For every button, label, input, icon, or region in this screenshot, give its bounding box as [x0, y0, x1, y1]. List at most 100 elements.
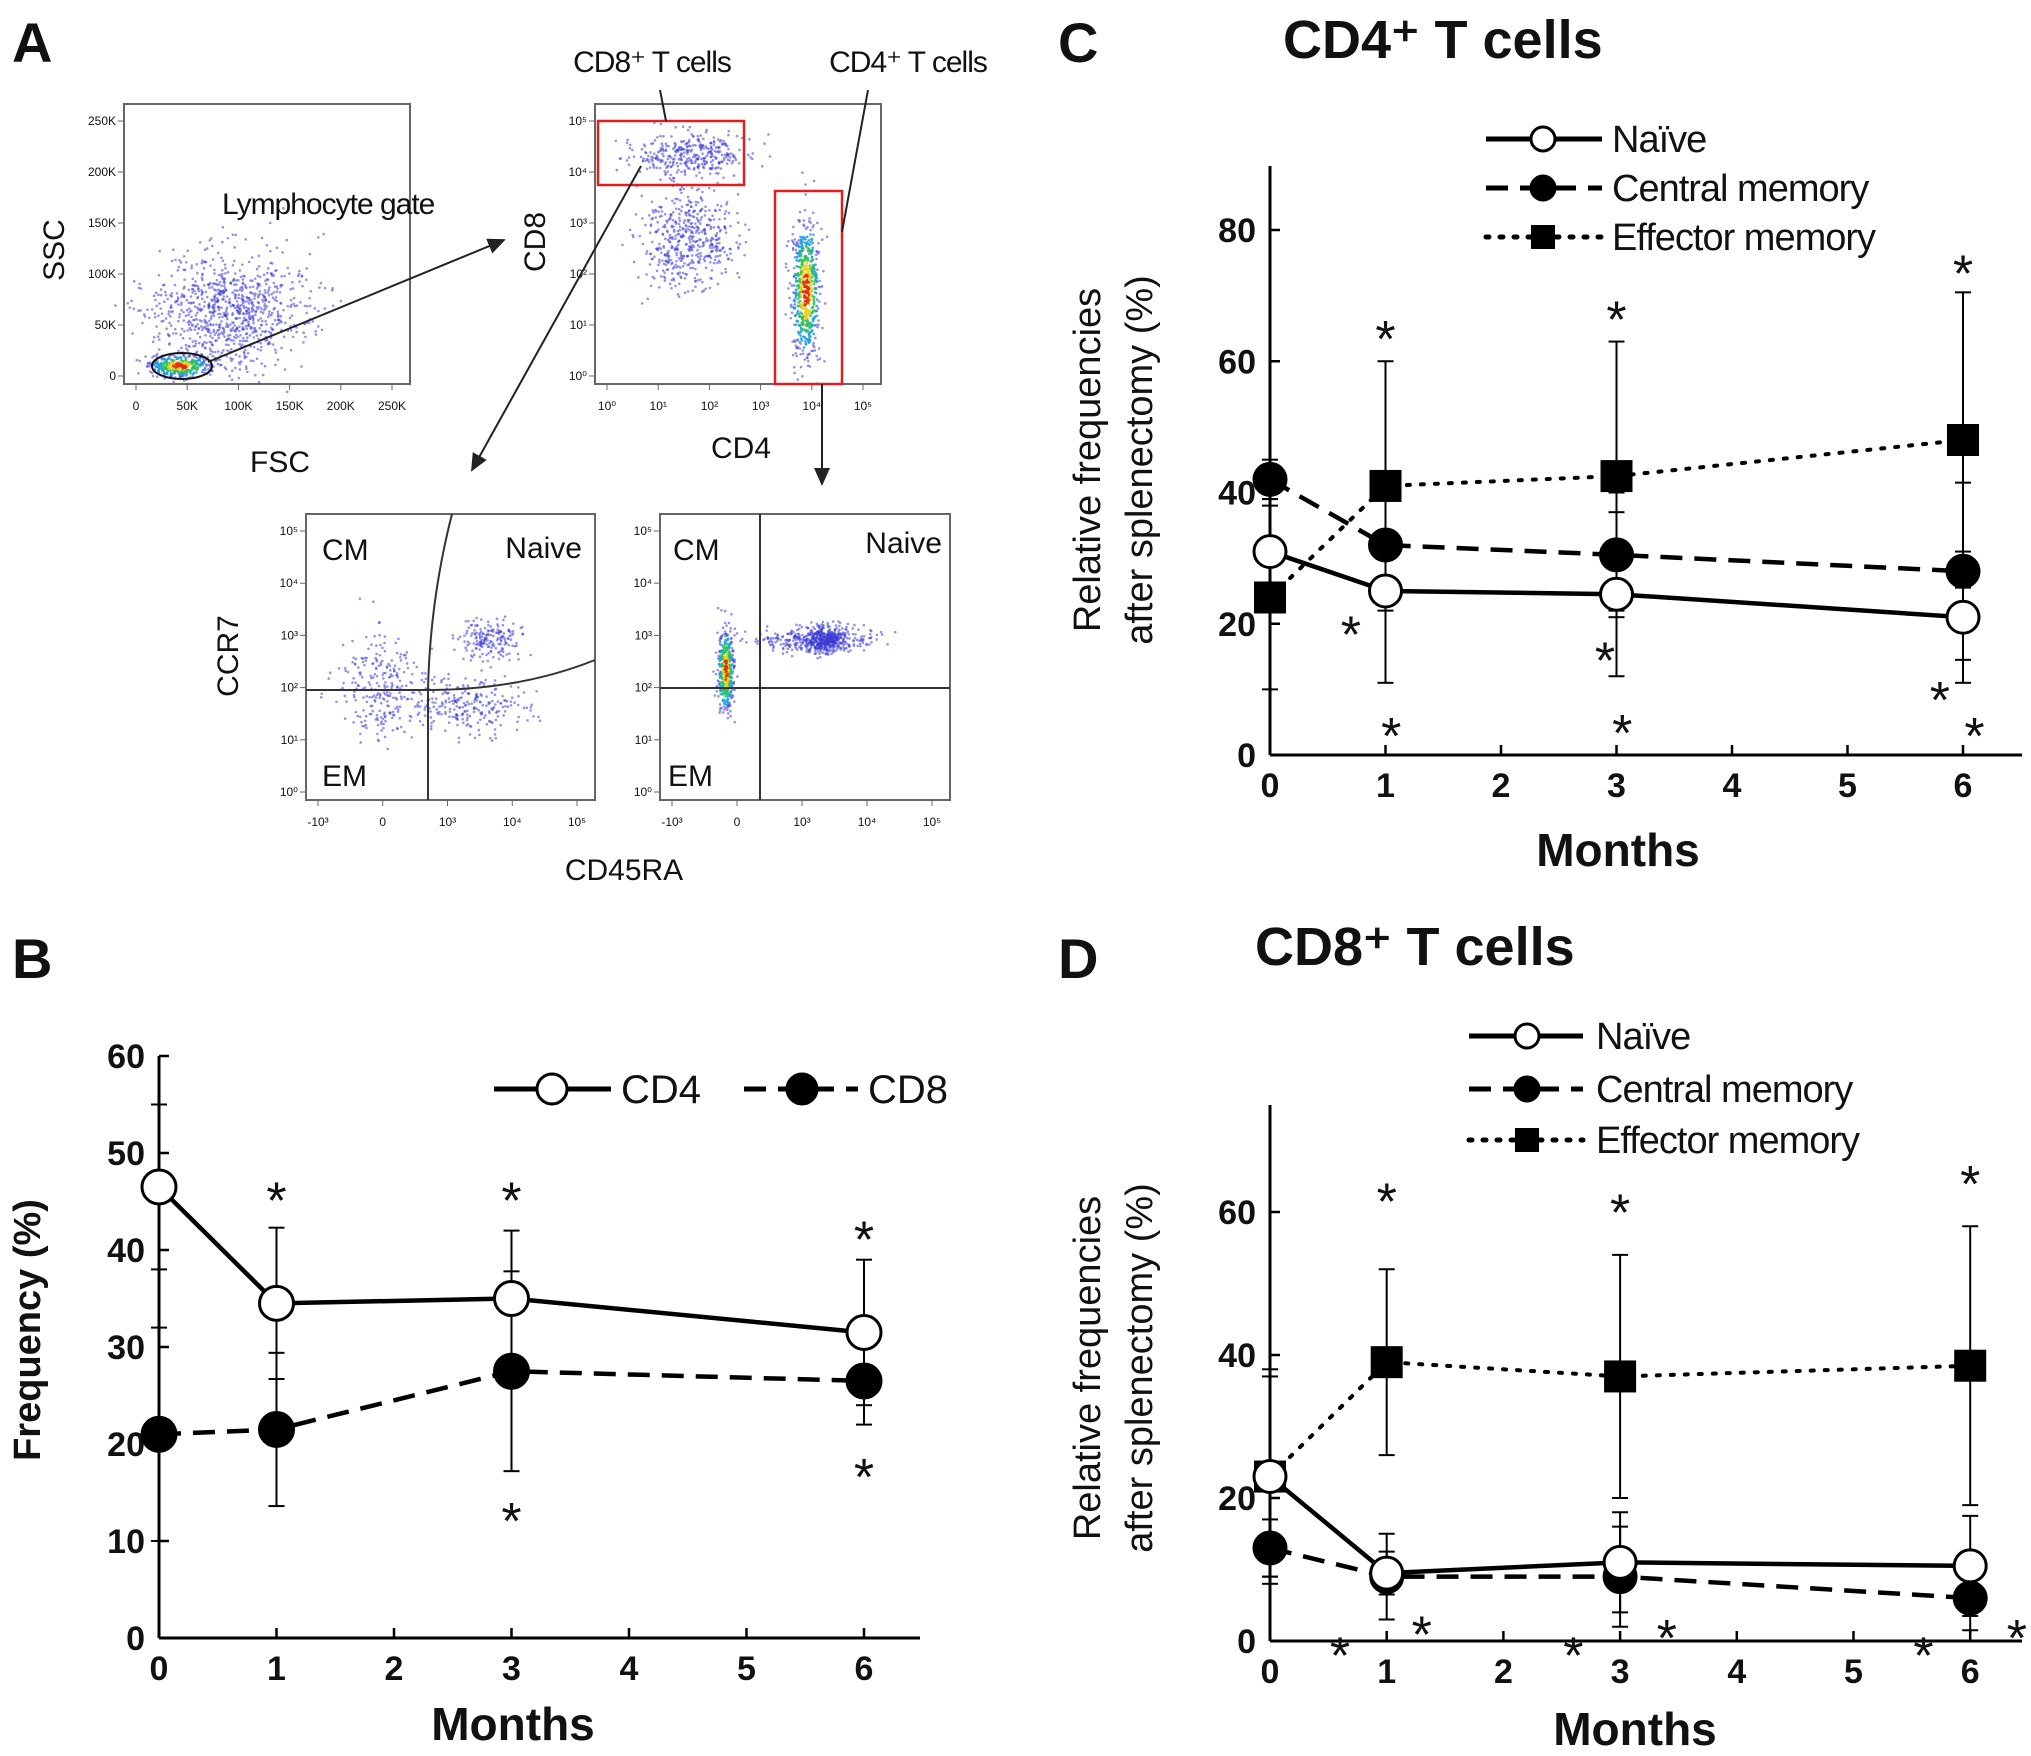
event-dot — [186, 362, 190, 366]
event-dot — [157, 273, 161, 277]
event-dot — [654, 208, 657, 212]
event-dot — [853, 636, 857, 640]
event-dot — [189, 309, 193, 313]
event-dot — [669, 213, 672, 216]
event-dot — [466, 643, 469, 647]
plot-frame — [123, 103, 411, 385]
event-dot — [391, 696, 395, 700]
event-dot — [461, 683, 465, 687]
event-dot — [700, 230, 704, 234]
event-dot — [854, 633, 857, 636]
event-dot — [804, 290, 807, 294]
event-dot — [189, 361, 193, 364]
series-line-central-memory — [1268, 477, 1964, 574]
event-dot — [233, 324, 236, 327]
event-dot — [203, 346, 207, 350]
event-dot — [657, 263, 660, 267]
y-tick-label: 150K — [88, 216, 116, 230]
y-tick-label: 10⁴ — [279, 576, 298, 590]
event-dot — [197, 289, 200, 293]
event-dot — [657, 228, 660, 231]
event-dot — [703, 259, 707, 263]
event-dot — [804, 273, 808, 277]
event-dot — [228, 333, 232, 337]
event-dot — [815, 309, 819, 313]
event-dot — [794, 632, 797, 636]
event-dot — [388, 664, 392, 668]
event-dot — [814, 253, 818, 257]
event-dot — [663, 223, 667, 227]
event-dot — [708, 218, 712, 222]
event-dot — [183, 278, 186, 281]
gate-label-lymphocyte: Lymphocyte gate — [222, 188, 435, 221]
event-dot — [810, 638, 813, 642]
event-dot — [708, 172, 712, 176]
event-dot — [725, 203, 728, 206]
event-dot — [639, 155, 643, 159]
event-dot — [801, 349, 805, 352]
y-axis-label: after splenectomy (%) — [1119, 275, 1161, 645]
event-dot — [430, 678, 434, 682]
event-dot — [718, 249, 722, 253]
event-dot — [819, 643, 823, 646]
event-dot — [486, 620, 490, 624]
event-dot — [703, 159, 706, 163]
event-dot — [142, 313, 146, 316]
event-dot — [662, 154, 665, 158]
event-dot — [722, 645, 726, 648]
event-dot — [803, 236, 807, 240]
event-dot — [816, 268, 819, 272]
event-dot — [651, 209, 655, 212]
event-dot — [788, 281, 792, 285]
event-dot — [679, 162, 682, 166]
event-dot — [677, 168, 680, 172]
event-dot — [690, 205, 693, 209]
event-dot — [438, 705, 441, 708]
event-dot — [384, 681, 387, 684]
event-dot — [478, 632, 481, 635]
event-dot — [700, 143, 704, 147]
event-dot — [694, 267, 697, 271]
event-dot — [786, 632, 789, 636]
event-dot — [846, 622, 850, 626]
event-dot — [842, 649, 846, 652]
event-dot — [828, 649, 831, 653]
event-dot — [148, 370, 152, 373]
data-marker-open-circle — [1599, 576, 1634, 612]
event-dot — [237, 296, 240, 300]
quadrant-label-naive: Naive — [505, 532, 582, 565]
event-dot — [253, 277, 257, 281]
event-dot — [365, 726, 368, 730]
event-dot — [865, 642, 869, 646]
event-dot — [432, 682, 436, 686]
event-dot — [160, 312, 164, 315]
event-dot — [614, 139, 618, 143]
event-dot — [701, 190, 704, 194]
event-dot — [403, 695, 406, 699]
event-dot — [469, 725, 473, 728]
event-dot — [720, 609, 723, 612]
event-dot — [709, 155, 713, 159]
event-dot — [653, 139, 657, 142]
event-dot — [793, 323, 796, 327]
event-dot — [821, 620, 825, 624]
event-dot — [148, 316, 151, 320]
event-dot — [686, 290, 690, 293]
event-dot — [709, 150, 712, 154]
event-dot — [238, 310, 242, 314]
x-tick-label: 6 — [1961, 1653, 1980, 1691]
event-dot — [488, 642, 491, 645]
event-dot — [797, 259, 800, 263]
event-dot — [369, 704, 373, 708]
event-dot — [491, 699, 494, 703]
event-dot — [276, 358, 280, 361]
event-dot — [404, 656, 408, 660]
event-dot — [813, 267, 816, 271]
event-dot — [720, 649, 723, 653]
event-dot — [798, 314, 802, 318]
event-dot — [480, 635, 484, 638]
event-dot — [723, 659, 727, 663]
event-dot — [739, 639, 742, 643]
event-dot — [729, 252, 732, 256]
event-dot — [712, 226, 716, 229]
